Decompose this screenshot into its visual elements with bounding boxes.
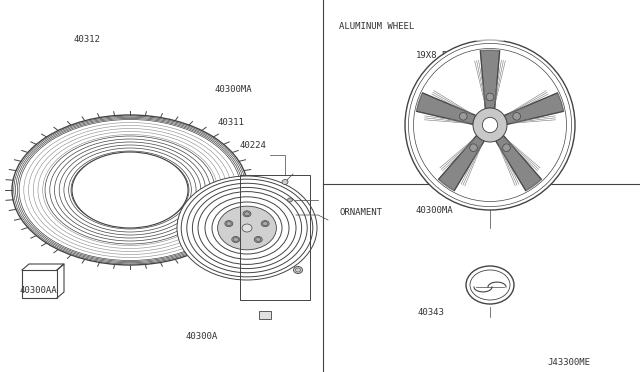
Ellipse shape: [225, 221, 233, 227]
Polygon shape: [496, 135, 541, 191]
Polygon shape: [417, 93, 476, 124]
Ellipse shape: [287, 198, 292, 202]
Ellipse shape: [282, 180, 288, 185]
Polygon shape: [415, 111, 477, 179]
Polygon shape: [422, 51, 488, 117]
Circle shape: [470, 144, 477, 151]
Text: 40300MA: 40300MA: [214, 85, 252, 94]
Text: 40300A: 40300A: [186, 332, 218, 341]
Text: 19X8.5JJ: 19X8.5JJ: [416, 51, 459, 60]
Circle shape: [405, 40, 575, 210]
Ellipse shape: [294, 266, 303, 273]
Circle shape: [473, 108, 507, 142]
Text: 40311: 40311: [218, 118, 244, 127]
Ellipse shape: [466, 266, 514, 304]
Polygon shape: [492, 51, 557, 117]
Ellipse shape: [72, 152, 188, 228]
Circle shape: [483, 117, 498, 133]
Polygon shape: [480, 50, 500, 109]
Text: 40224: 40224: [240, 141, 267, 150]
Circle shape: [486, 93, 494, 101]
Ellipse shape: [243, 211, 251, 217]
Polygon shape: [438, 135, 484, 191]
Text: ALUMINUM WHEEL: ALUMINUM WHEEL: [339, 22, 415, 31]
Text: 40300MA: 40300MA: [416, 206, 454, 215]
Polygon shape: [504, 93, 564, 124]
Ellipse shape: [254, 237, 262, 243]
Ellipse shape: [12, 115, 248, 265]
Text: 40343: 40343: [417, 308, 444, 317]
Circle shape: [460, 112, 467, 120]
Ellipse shape: [177, 176, 317, 280]
Text: ORNAMENT: ORNAMENT: [339, 208, 382, 217]
Text: 40312: 40312: [74, 35, 100, 44]
Polygon shape: [503, 111, 564, 179]
Ellipse shape: [242, 224, 252, 232]
Polygon shape: [454, 141, 525, 200]
Ellipse shape: [218, 206, 276, 250]
Bar: [259, 311, 271, 319]
Text: 40300AA: 40300AA: [19, 286, 57, 295]
Text: J43300ME: J43300ME: [547, 358, 590, 367]
Ellipse shape: [261, 221, 269, 227]
Circle shape: [502, 144, 510, 151]
Ellipse shape: [232, 237, 240, 243]
Circle shape: [513, 112, 520, 120]
